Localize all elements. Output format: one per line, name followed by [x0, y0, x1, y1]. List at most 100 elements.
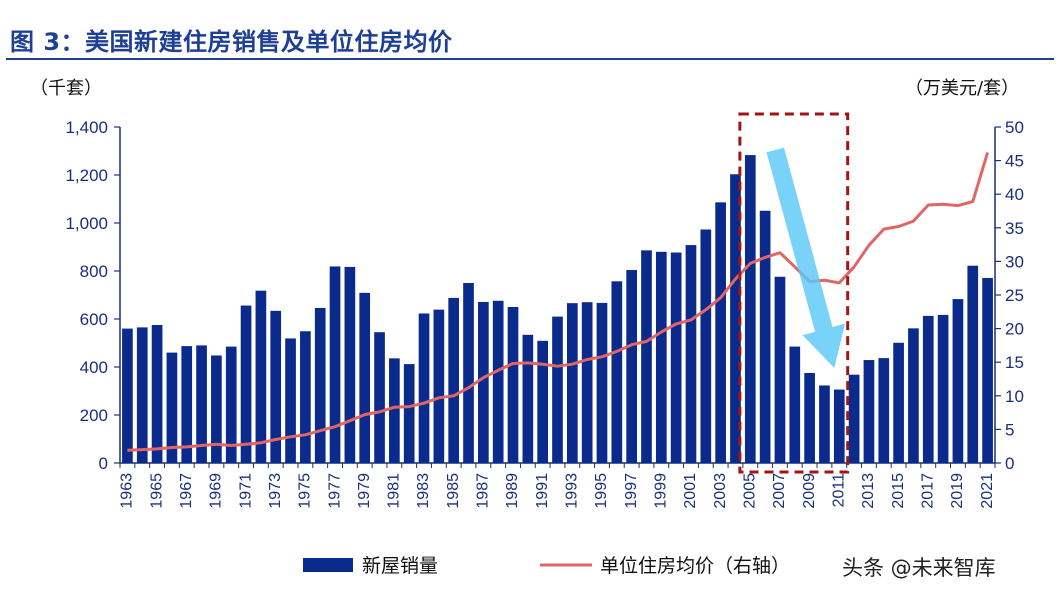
figure-title: 图 3：美国新建住房销售及单位住房均价 — [10, 28, 453, 56]
bar — [418, 313, 430, 463]
price-line — [127, 152, 990, 452]
bar — [715, 202, 726, 464]
left-tick-label: 600 — [80, 310, 108, 329]
bar — [522, 334, 534, 463]
left-tick-label: 800 — [80, 262, 108, 281]
bar — [655, 251, 667, 463]
x-tick-label: 1967 — [178, 473, 195, 509]
bar — [285, 338, 296, 463]
bar — [329, 266, 341, 463]
bar — [878, 358, 890, 463]
bar — [848, 374, 860, 463]
right-tick-label: 5 — [1005, 420, 1014, 439]
bar — [492, 300, 504, 463]
bar — [151, 325, 163, 463]
x-tick-label: 2007 — [771, 473, 788, 509]
bar — [596, 302, 608, 463]
bar — [952, 299, 964, 463]
right-tick-label: 25 — [1005, 286, 1024, 305]
x-tick-label: 1981 — [386, 473, 403, 509]
left-tick-label: 400 — [80, 358, 108, 377]
x-tick-label: 2009 — [801, 473, 818, 509]
bar — [730, 174, 741, 463]
x-tick-label: 1993 — [564, 473, 581, 509]
bar — [122, 328, 133, 463]
x-tick-label: 1965 — [148, 473, 165, 509]
bar — [922, 315, 934, 463]
bar — [240, 305, 252, 463]
x-tick-label: 1977 — [326, 473, 343, 509]
x-tick-label: 2019 — [949, 473, 966, 509]
bar — [270, 310, 282, 463]
bar — [670, 252, 682, 463]
bar — [433, 309, 445, 463]
right-tick-label: 40 — [1005, 185, 1024, 204]
x-tick-label: 2015 — [890, 473, 907, 509]
bar — [181, 346, 193, 463]
bar — [448, 297, 460, 463]
x-tick-label: 1997 — [623, 473, 640, 509]
x-tick-label: 1987 — [475, 473, 492, 509]
x-tick-label: 2003 — [712, 473, 729, 509]
bar — [967, 265, 979, 463]
legend-bar-label: 新屋销量 — [362, 555, 438, 577]
x-tick-label: 1971 — [237, 473, 254, 509]
bar — [389, 358, 400, 463]
x-tick-label: 2001 — [682, 473, 699, 509]
bar — [789, 346, 801, 463]
right-tick-label: 15 — [1005, 353, 1024, 372]
bar — [759, 210, 771, 463]
x-tick-label: 1969 — [208, 473, 225, 509]
right-tick-label: 0 — [1005, 454, 1014, 473]
x-tick-label: 1975 — [297, 473, 314, 509]
x-tick-label: 1979 — [356, 473, 373, 509]
x-tick-label: 1963 — [119, 473, 136, 509]
bar — [581, 302, 593, 463]
bar — [211, 355, 222, 463]
left-tick-label: 1,200 — [65, 166, 108, 185]
bar — [507, 307, 519, 463]
bar — [566, 303, 578, 463]
x-tick-label: 2021 — [979, 473, 996, 509]
bar — [863, 360, 875, 463]
bar — [685, 245, 697, 463]
x-tick-label: 2013 — [860, 473, 877, 509]
bar — [314, 307, 326, 463]
x-tick-label: 1995 — [593, 473, 610, 509]
title-rule — [6, 58, 1054, 60]
decline-arrow — [766, 147, 846, 368]
bar — [225, 346, 237, 463]
bar — [463, 283, 474, 463]
left-tick-label: 1,400 — [65, 118, 108, 137]
bar — [804, 373, 815, 463]
bar — [537, 340, 549, 463]
x-tick-label: 2017 — [919, 473, 936, 509]
legend: 新屋销量 单位住房均价（右轴） — [303, 555, 790, 577]
bar — [893, 342, 904, 463]
bar — [626, 270, 637, 463]
bar — [937, 314, 949, 463]
bar — [255, 290, 267, 463]
bar — [774, 276, 786, 463]
axes: 0 200 400 600 800 1,000 1,200 1,400 0 5 10 15 20 25 30… — [65, 118, 1023, 509]
bar — [982, 277, 993, 463]
bar — [908, 328, 919, 463]
bar — [196, 345, 207, 463]
x-tick-label: 1999 — [653, 473, 670, 509]
bar — [374, 332, 385, 463]
bar — [700, 229, 712, 463]
annotations — [738, 112, 850, 474]
bar — [344, 266, 356, 463]
legend-line-label: 单位住房均价（右轴） — [600, 555, 790, 577]
bar — [166, 352, 178, 463]
right-tick-label: 20 — [1005, 320, 1024, 339]
bar-series — [122, 155, 993, 464]
line-series — [127, 152, 990, 452]
bar — [833, 389, 845, 463]
x-tick-label: 1973 — [267, 473, 284, 509]
bar — [403, 364, 415, 463]
legend-bar-swatch — [303, 558, 353, 572]
right-tick-label: 30 — [1005, 252, 1024, 271]
right-tick-label: 10 — [1005, 387, 1024, 406]
bar — [641, 250, 652, 463]
